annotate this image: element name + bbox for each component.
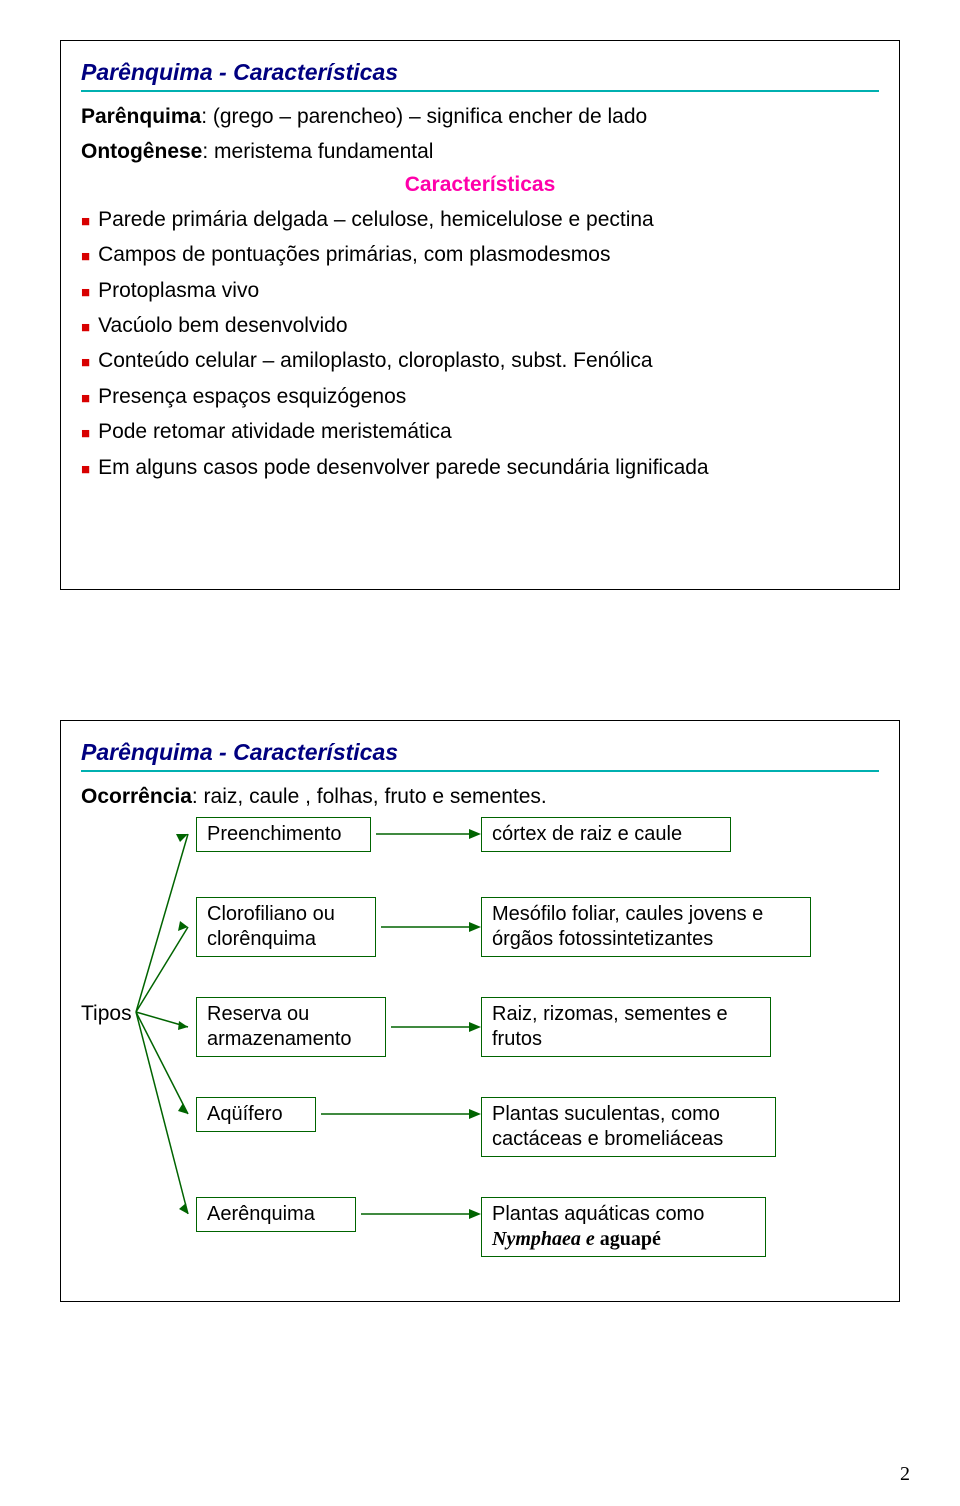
panel2-title: Parênquima - Características — [81, 739, 879, 766]
panel1-line1-rest: : (grego – parencheo) – significa encher… — [201, 105, 647, 128]
bullet-text: Pode retomar atividade meristemática — [98, 417, 452, 446]
panel1-line2-rest: : meristema fundamental — [202, 140, 433, 163]
tipos-label: Tipos — [81, 1002, 132, 1026]
panel1-line1: Parênquima: (grego – parencheo) – signif… — [81, 102, 879, 131]
bullet-text: Vacúolo bem desenvolvido — [98, 311, 347, 340]
page-number: 2 — [900, 1463, 910, 1486]
bullet-icon: ■ — [81, 423, 90, 444]
bullet-text: Em alguns casos pode desenvolver parede … — [98, 453, 879, 482]
bullet-icon: ■ — [81, 388, 90, 409]
aeren-text-c: aguapé — [595, 1228, 661, 1250]
bullet-icon: ■ — [81, 282, 90, 303]
panel2-occur-rest: : raiz, caule , folhas, fruto e sementes… — [192, 785, 547, 808]
panel2-occur-term: Ocorrência — [81, 785, 192, 808]
panel1-line2: Ontogênese: meristema fundamental — [81, 137, 879, 166]
bullet-text: Parede primária delgada – celulose, hemi… — [98, 205, 654, 234]
bullet-item: ■ Em alguns casos pode desenvolver parede… — [81, 453, 879, 482]
flowchart: Tipos Preenchimento Clorofiliano ou clor… — [81, 817, 879, 1297]
bullet-icon: ■ — [81, 459, 90, 480]
panel1-rule — [81, 90, 879, 92]
bullet-item: ■ Parede primária delgada – celulose, hem… — [81, 205, 879, 234]
bullet-icon: ■ — [81, 317, 90, 338]
panel2-occurrence: Ocorrência: raiz, caule , folhas, fruto … — [81, 782, 879, 811]
panel-characteristics-1: Parênquima - Características Parênquima:… — [60, 40, 900, 590]
aeren-text-b: Nymphaea e — [492, 1228, 595, 1250]
bullet-text: Campos de pontuações primárias, com plas… — [98, 240, 610, 269]
bullet-icon: ■ — [81, 246, 90, 267]
panel2-rule — [81, 770, 879, 772]
desc-box-cortex: córtex de raiz e caule — [481, 817, 731, 852]
bullet-item: ■ Conteúdo celular – amiloplasto, cloropl… — [81, 346, 879, 375]
bullet-text: Presença espaços esquizógenos — [98, 382, 406, 411]
type-box-reserva: Reserva ou armazenamento — [196, 997, 386, 1057]
type-box-preenchimento: Preenchimento — [196, 817, 371, 852]
desc-box-suculentas: Plantas suculentas, como cactáceas e bro… — [481, 1097, 776, 1157]
bullet-text: Conteúdo celular – amiloplasto, cloropla… — [98, 346, 652, 375]
panel1-line1-term: Parênquima — [81, 105, 201, 128]
type-box-clorofiliano: Clorofiliano ou clorênquima — [196, 897, 376, 957]
bullet-icon: ■ — [81, 352, 90, 373]
bullet-text: Protoplasma vivo — [98, 276, 259, 305]
type-box-aquifero: Aqüífero — [196, 1097, 316, 1132]
bullet-item: ■ Presença espaços esquizógenos — [81, 382, 879, 411]
panel1-subheader: Características — [81, 173, 879, 197]
type-box-aerenquima: Aerênquima — [196, 1197, 356, 1232]
panel-characteristics-2: Parênquima - Características Ocorrência:… — [60, 720, 900, 1302]
desc-box-mesofilo: Mesófilo foliar, caules jovens e órgãos … — [481, 897, 811, 957]
bullet-item: ■ Campos de pontuações primárias, com pla… — [81, 240, 879, 269]
aeren-text-a: Plantas aquáticas como — [492, 1203, 704, 1225]
desc-box-aquaticas: Plantas aquáticas como Nymphaea e aguapé — [481, 1197, 766, 1257]
bullet-item: ■ Vacúolo bem desenvolvido — [81, 311, 879, 340]
bullet-item: ■ Protoplasma vivo — [81, 276, 879, 305]
bullet-item: ■ Pode retomar atividade meristemática — [81, 417, 879, 446]
panel1-line2-term: Ontogênese — [81, 140, 202, 163]
bullet-icon: ■ — [81, 211, 90, 232]
panel1-title: Parênquima - Características — [81, 59, 879, 86]
desc-box-raiz: Raiz, rizomas, sementes e frutos — [481, 997, 771, 1057]
